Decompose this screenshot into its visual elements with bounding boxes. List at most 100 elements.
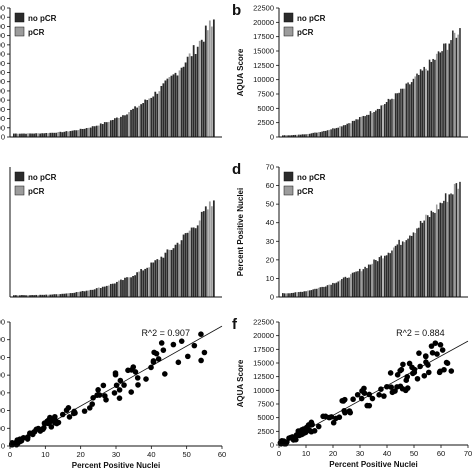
bar-no-pcr	[332, 128, 334, 137]
scatter-point	[425, 362, 431, 368]
bar-no-pcr	[91, 289, 94, 297]
bar-no-pcr	[312, 289, 314, 297]
bar-pcr	[382, 258, 384, 297]
bar-no-pcr	[114, 118, 116, 137]
bar-no-pcr	[344, 276, 347, 297]
bar-no-pcr	[326, 285, 329, 297]
legend-swatch-pcr	[283, 185, 294, 196]
bar-no-pcr	[310, 133, 313, 137]
y-tick-label: 22500	[253, 318, 274, 327]
scatter-point	[403, 377, 410, 383]
legend-label-no-pcr: no pCR	[28, 14, 57, 23]
bar-no-pcr	[103, 286, 106, 297]
bar-no-pcr	[348, 123, 350, 137]
bar-no-pcr	[152, 96, 155, 137]
bar-no-pcr	[192, 227, 195, 297]
bar-pcr	[414, 232, 416, 297]
bar-no-pcr	[25, 295, 27, 297]
bar-no-pcr	[130, 109, 132, 137]
bar-no-pcr	[156, 259, 159, 297]
bar-no-pcr	[122, 280, 124, 297]
bar-no-pcr	[156, 93, 159, 137]
bar-pcr	[210, 206, 213, 297]
bar-pcr	[37, 133, 40, 137]
bar-no-pcr	[319, 132, 322, 137]
scatter-point	[128, 389, 135, 395]
bar-no-pcr	[298, 292, 300, 297]
bar-no-pcr	[409, 84, 411, 137]
bar-no-pcr	[444, 193, 447, 297]
bar-no-pcr	[316, 288, 318, 297]
bar-no-pcr	[367, 114, 370, 137]
bar-no-pcr	[160, 256, 163, 297]
bar-no-pcr	[400, 244, 402, 297]
bar-no-pcr	[93, 126, 96, 137]
bar-no-pcr	[335, 282, 338, 297]
bar-no-pcr	[412, 232, 415, 297]
bar-no-pcr	[400, 88, 402, 137]
y-tick-label: 5000	[257, 104, 274, 113]
r-squared-label: R^2 = 0.907	[141, 328, 190, 338]
bar-no-pcr	[319, 287, 322, 297]
bar-no-pcr	[418, 227, 420, 297]
bar-pcr	[307, 134, 309, 137]
scatter-point	[417, 363, 423, 370]
scatter-point	[354, 391, 361, 398]
bar-no-pcr	[204, 25, 207, 137]
bar-no-pcr	[342, 277, 345, 297]
bar-no-pcr	[421, 222, 424, 297]
bar-no-pcr	[439, 52, 442, 137]
bar-no-pcr	[405, 83, 408, 137]
bar-no-pcr	[21, 133, 23, 137]
bar-pcr	[208, 201, 211, 297]
bar-no-pcr	[330, 284, 332, 297]
bar-no-pcr	[314, 288, 316, 297]
scatter-point	[425, 369, 432, 376]
y-tick-label: 130000	[0, 13, 5, 22]
bar-no-pcr	[196, 225, 199, 297]
scatter-point	[429, 350, 436, 356]
bar-no-pcr	[358, 268, 361, 297]
bar-no-pcr	[33, 295, 35, 297]
y-tick-label: 20	[266, 255, 274, 264]
bar-no-pcr	[301, 134, 304, 137]
bar-no-pcr	[172, 248, 175, 297]
bar-no-pcr	[346, 123, 348, 137]
scatter-point	[31, 428, 38, 435]
y-tick-label: 20000	[253, 18, 274, 27]
scatter-point	[53, 420, 60, 427]
y-axis-title: AQUA Score	[236, 359, 245, 407]
bar-no-pcr	[332, 282, 334, 297]
bar-no-pcr	[401, 241, 404, 297]
legend-swatch-no-pcr	[283, 12, 294, 23]
bar-no-pcr	[289, 135, 291, 137]
bar-no-pcr	[376, 108, 379, 137]
bar-pcr	[17, 133, 19, 137]
bar-no-pcr	[326, 130, 329, 137]
bar-no-pcr	[407, 82, 409, 137]
bar-pcr	[47, 133, 50, 137]
bar-no-pcr	[366, 268, 368, 297]
bar-no-pcr	[39, 294, 42, 297]
bar-no-pcr	[305, 134, 307, 137]
bar-no-pcr	[180, 67, 183, 137]
bar-pcr	[87, 127, 90, 137]
bar-no-pcr	[385, 255, 388, 297]
bar-no-pcr	[114, 283, 116, 297]
x-tick-label: 50	[410, 449, 418, 458]
scatter-point	[428, 343, 435, 349]
bar-pcr	[97, 125, 100, 137]
bar-pcr	[138, 271, 141, 297]
bar-pcr	[118, 280, 120, 297]
bar-pcr	[206, 30, 209, 138]
bar-pcr	[360, 116, 363, 137]
bar-no-pcr	[407, 238, 409, 297]
bar-no-pcr	[450, 40, 452, 137]
scatter-point	[298, 427, 305, 433]
bar-no-pcr	[290, 135, 293, 137]
bar-pcr	[328, 284, 331, 297]
bar-pcr	[67, 131, 70, 137]
bar-pcr	[360, 271, 363, 297]
scatter-point	[364, 402, 371, 409]
bar-pcr	[168, 249, 171, 297]
